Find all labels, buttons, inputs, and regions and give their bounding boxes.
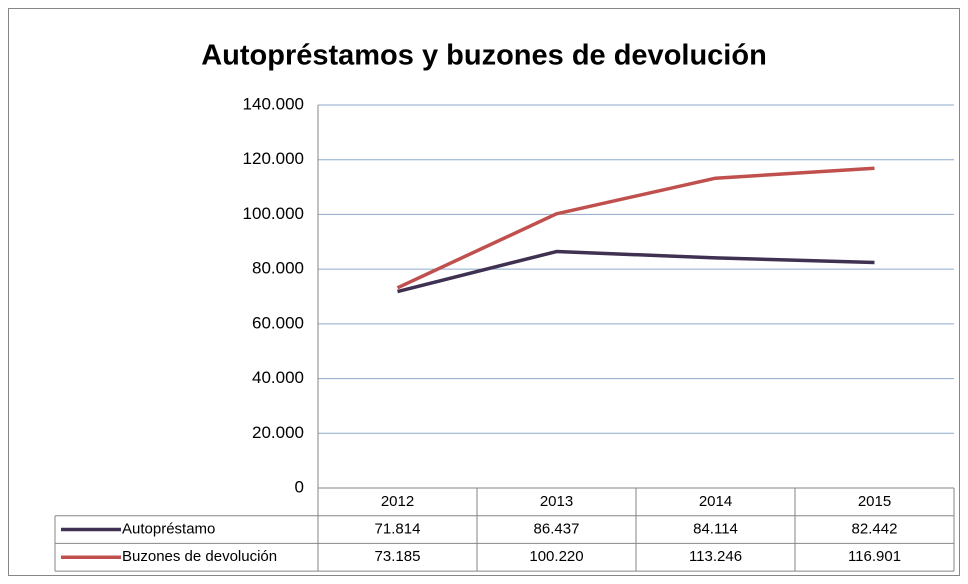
legend-label: Buzones de devolución <box>122 548 277 565</box>
y-tick-label: 140.000 <box>243 94 304 113</box>
x-tick-label: 2014 <box>699 493 732 510</box>
table-value: 82.442 <box>852 521 898 538</box>
legend-label: Autopréstamo <box>122 521 215 538</box>
series-line <box>397 249 875 294</box>
y-tick-label: 0 <box>295 477 304 496</box>
series-line <box>396 166 875 290</box>
table-value: 71.814 <box>375 521 421 538</box>
chart-frame <box>8 8 960 576</box>
x-tick-label: 2015 <box>858 493 891 510</box>
y-tick-label: 40.000 <box>252 368 304 387</box>
table-value: 86.437 <box>534 521 580 538</box>
y-tick-label: 60.000 <box>252 313 304 332</box>
table-value: 84.114 <box>693 521 738 538</box>
table-value: 113.246 <box>689 548 742 565</box>
table-value: 73.185 <box>375 548 421 565</box>
y-tick-label: 120.000 <box>243 149 304 168</box>
y-tick-label: 100.000 <box>243 204 304 223</box>
table-value: 100.220 <box>529 548 583 565</box>
x-tick-label: 2012 <box>381 493 414 510</box>
chart-title: Autopréstamos y buzones de devolución <box>201 40 767 72</box>
table-value: 116.901 <box>848 548 901 565</box>
x-tick-label: 2013 <box>540 493 573 510</box>
y-tick-label: 20.000 <box>252 423 304 442</box>
y-tick-label: 80.000 <box>252 259 304 278</box>
